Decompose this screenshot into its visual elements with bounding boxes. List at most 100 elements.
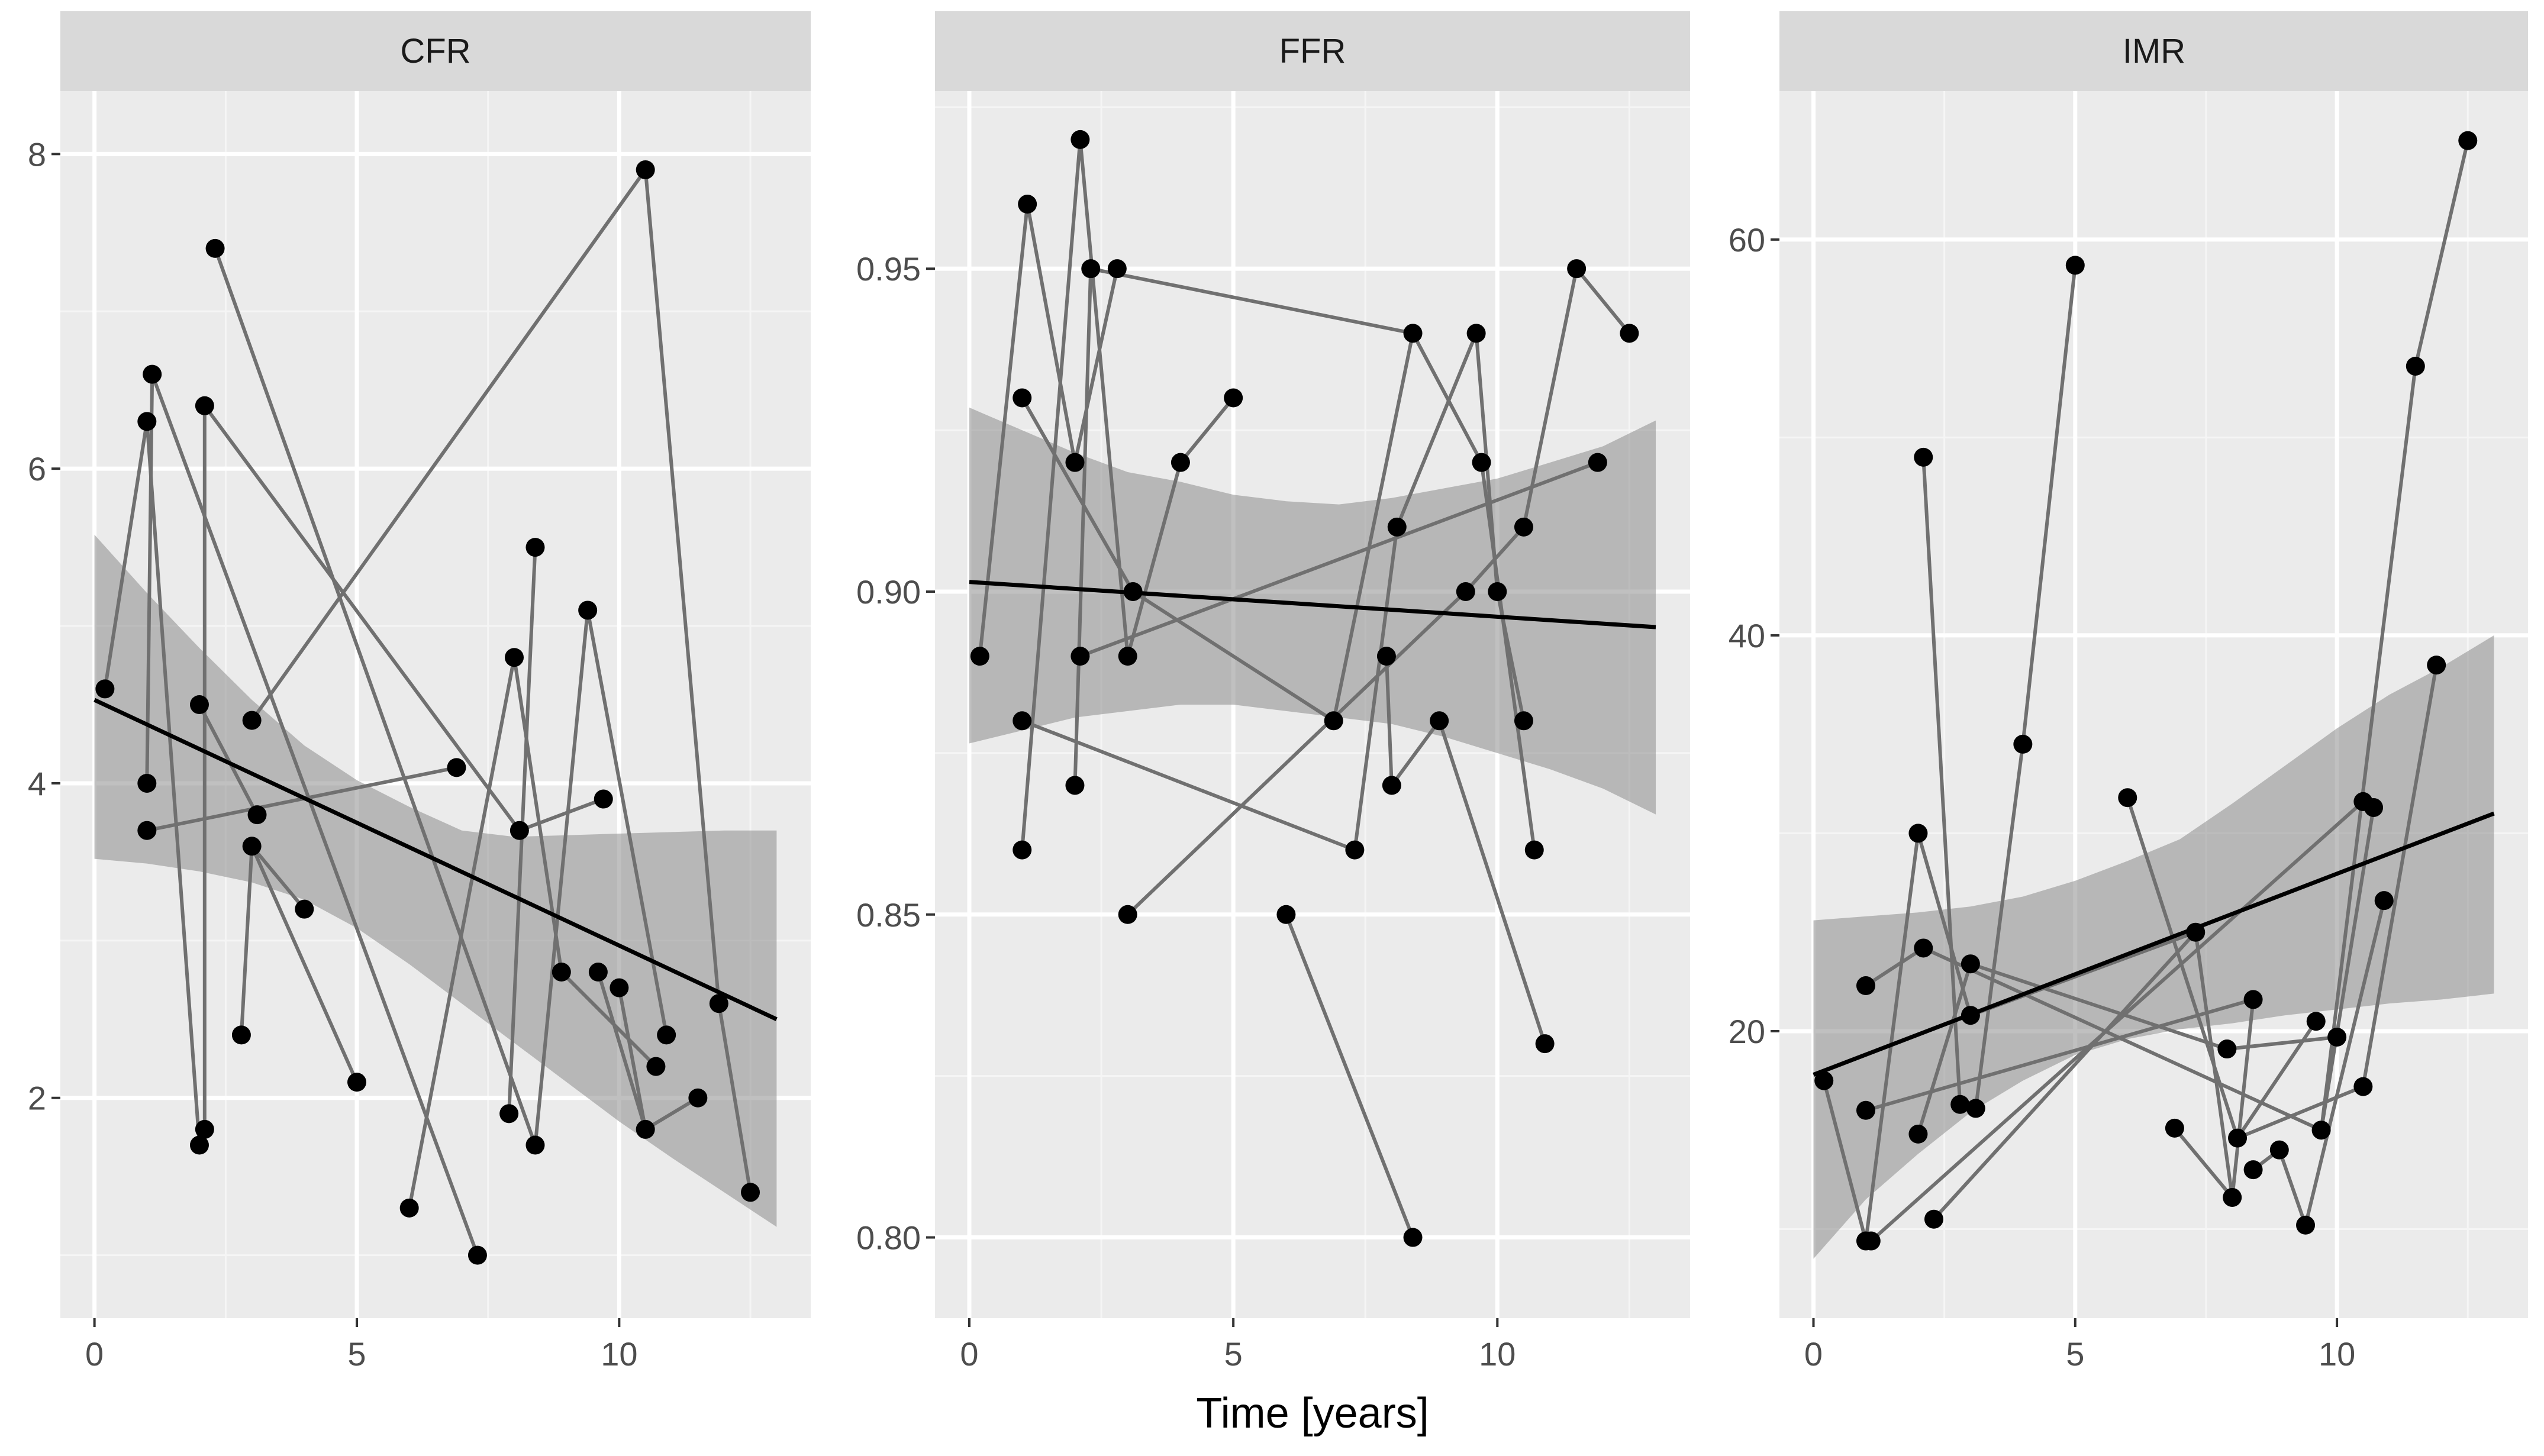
- trend-line: [969, 580, 1656, 629]
- data-point: [467, 1245, 487, 1265]
- data-point: [242, 837, 262, 856]
- x-axis-title: Time [years]: [1196, 1390, 1429, 1437]
- data-point: [1524, 840, 1544, 860]
- y-tick-label: 0.95: [856, 250, 921, 288]
- data-point: [1382, 776, 1401, 795]
- data-point: [1567, 259, 1587, 279]
- data-point: [2327, 1027, 2347, 1047]
- data-point: [2374, 891, 2394, 911]
- y-tick-label: 2: [28, 1080, 46, 1117]
- data-point: [447, 758, 466, 777]
- data-point: [189, 1135, 209, 1155]
- data-point: [399, 1198, 419, 1218]
- patient-path: [198, 703, 259, 816]
- data-point: [1456, 582, 1475, 601]
- data-point: [1118, 905, 1137, 924]
- data-point: [2223, 1187, 2242, 1207]
- data-point: [195, 396, 214, 415]
- data-point: [552, 963, 571, 982]
- data-point: [1856, 1100, 1875, 1120]
- patient-path: [2173, 1126, 2234, 1199]
- data-point: [688, 1088, 708, 1108]
- data-point: [1430, 711, 1449, 731]
- data-point: [2013, 734, 2033, 754]
- patient-path: [407, 656, 657, 1209]
- trend-line: [93, 698, 778, 1021]
- data-point: [2364, 798, 2384, 817]
- facet-ffr-yaxis: 0.80 0.85 0.90 0.95: [856, 250, 935, 1257]
- confidence-band: [969, 407, 1656, 815]
- data-point: [1013, 711, 1032, 731]
- facet-cfr: CFR 0 5 10 2 4 6 8: [28, 11, 811, 1373]
- data-point: [1588, 453, 1607, 472]
- data-point: [2186, 922, 2206, 942]
- data-point: [1966, 1099, 1985, 1118]
- y-tick-label: 60: [1729, 221, 1765, 259]
- x-tick-label: 5: [1224, 1335, 1243, 1373]
- y-tick-label: 0.90: [856, 573, 921, 611]
- facet-ffr-title: FFR: [1279, 32, 1346, 70]
- data-point: [137, 773, 157, 793]
- data-point: [1403, 324, 1423, 343]
- confidence-band: [94, 534, 777, 1227]
- data-point: [1924, 1209, 1943, 1229]
- facet-imr: IMR 0 5 10 20 40 60: [1729, 11, 2528, 1373]
- data-point: [646, 1057, 666, 1076]
- y-tick-label: 0.80: [856, 1219, 921, 1257]
- data-point: [1908, 1124, 1928, 1144]
- x-tick-label: 10: [2319, 1335, 2355, 1373]
- data-point: [1018, 195, 1037, 214]
- data-point: [143, 364, 162, 384]
- data-point: [347, 1073, 366, 1092]
- patient-path: [617, 987, 647, 1130]
- data-point: [1914, 447, 1933, 467]
- patient-path: [1384, 656, 1547, 1045]
- data-point: [1488, 582, 1507, 601]
- y-tick-label: 4: [28, 765, 46, 802]
- x-tick-label: 0: [1804, 1335, 1823, 1373]
- facet-ffr-strip: [935, 11, 1690, 91]
- data-point: [1107, 259, 1127, 279]
- x-tick-label: 10: [601, 1335, 637, 1373]
- patient-path: [1869, 800, 2365, 1242]
- data-point: [295, 899, 314, 919]
- facet-cfr-title: CFR: [400, 32, 470, 70]
- data-point: [2228, 1128, 2248, 1148]
- data-point: [2458, 131, 2478, 150]
- data-point: [2406, 356, 2425, 376]
- facet-ffr: FFR 0 5 10 0.80 0.85 0.90 0.95: [856, 11, 1690, 1373]
- facet-cfr-xaxis: 0 5 10: [85, 1318, 637, 1373]
- patient-path: [978, 202, 1119, 657]
- data-point: [2353, 1077, 2373, 1096]
- data-point: [2118, 788, 2137, 808]
- data-point: [588, 963, 608, 982]
- data-point: [525, 538, 545, 557]
- facet-ffr-trend-layer: [969, 580, 1656, 629]
- data-point: [970, 647, 989, 666]
- data-point: [1065, 776, 1085, 795]
- data-point: [1065, 453, 1085, 472]
- data-point: [1403, 1228, 1423, 1247]
- data-point: [2427, 656, 2446, 675]
- facet-ffr-band-layer: [969, 407, 1656, 815]
- data-point: [1514, 711, 1533, 731]
- data-point: [1071, 647, 1090, 666]
- data-point: [1118, 647, 1137, 666]
- data-point: [1861, 1231, 1881, 1251]
- data-point: [2217, 1039, 2237, 1059]
- data-point: [2306, 1012, 2326, 1031]
- y-tick-label: 8: [28, 135, 46, 173]
- data-point: [1081, 259, 1101, 279]
- facet-ffr-xaxis: 0 5 10: [960, 1318, 1516, 1373]
- data-point: [1071, 130, 1090, 149]
- data-point: [1961, 1006, 1980, 1025]
- data-point: [657, 1025, 676, 1045]
- data-point: [741, 1183, 760, 1202]
- data-point: [594, 789, 613, 809]
- x-tick-label: 5: [2066, 1335, 2084, 1373]
- data-point: [2165, 1118, 2184, 1138]
- facet-imr-xaxis: 0 5 10: [1804, 1318, 2355, 1373]
- data-point: [95, 679, 115, 699]
- patient-path: [1916, 962, 2337, 1135]
